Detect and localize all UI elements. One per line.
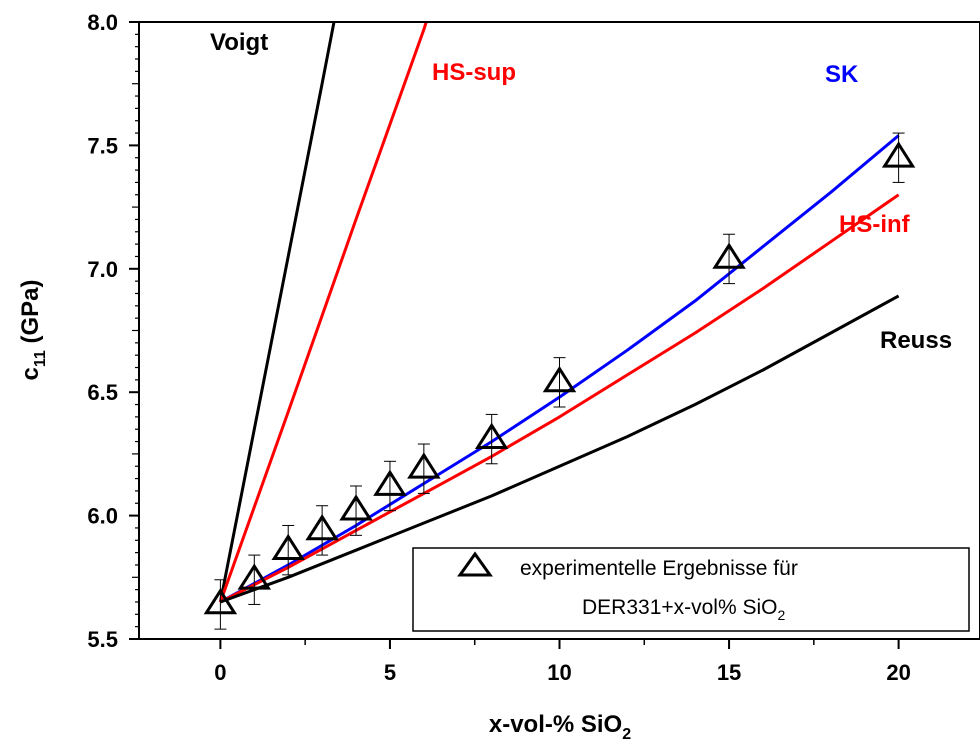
x-tick-label: 20 [886,660,910,685]
y-axis-title: c11 (GPa) [17,280,49,381]
y-tick-label: 5.5 [87,627,118,652]
label-voigt: Voigt [210,29,268,56]
legend-line-2: DER331+x-vol% SiO2 [582,596,786,623]
x-axis-title: x-vol-% SiO2 [489,711,631,743]
x-tick-label: 0 [214,660,226,685]
y-tick-label: 7.5 [87,133,118,158]
label-hs-sup: HS-sup [432,59,516,86]
x-tick-label: 10 [547,660,571,685]
tick-labels: 0 5 10 15 20 5.5 6.0 6.5 7.0 7.5 8.0 [87,10,910,685]
data-point [474,422,509,449]
y-tick-label: 7.0 [87,257,118,282]
y-tick-label: 6.0 [87,504,118,529]
data-point [407,452,441,479]
data-point [339,494,373,521]
data-point [542,365,577,393]
label-hs-inf: HS-inf [839,211,911,238]
x-tick-label: 5 [384,660,396,685]
data-point [237,563,272,590]
data-point [271,533,305,561]
series-hs-inf-line [219,193,900,604]
x-tick-label: 15 [717,660,741,685]
series-reuss-line [219,294,900,604]
data-point [881,141,916,168]
label-reuss: Reuss [880,327,952,354]
legend-box [412,547,970,632]
series-hs-sup-line [218,21,428,603]
experimental-points [203,132,916,630]
y-tick-label: 6.5 [87,380,118,405]
model-curves [218,21,900,604]
plot-frame [138,21,980,640]
data-point [305,513,339,541]
legend-marker [457,551,493,577]
label-sk: SK [825,61,859,88]
legend: experimentelle Ergebnisse für DER331+x-v… [412,547,970,632]
data-point [712,242,746,269]
y-tick-label: 8.0 [87,10,118,35]
data-point [203,588,238,615]
data-point [373,469,407,496]
series-voigt-line [218,21,336,603]
legend-line-1: experimentelle Ergebnisse für [520,557,798,580]
